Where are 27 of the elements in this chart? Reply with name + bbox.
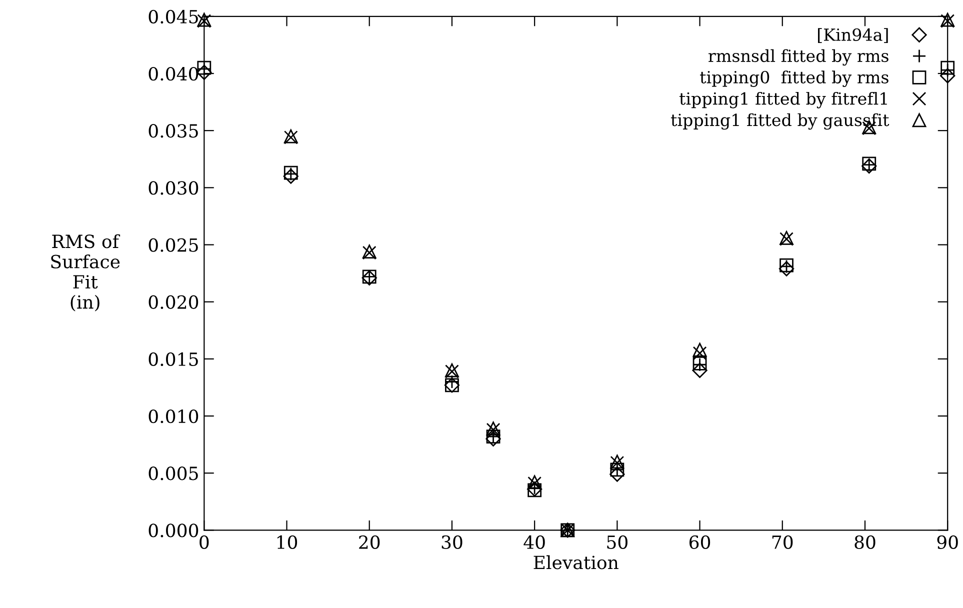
y-tick-label: 0.030 [148, 181, 198, 195]
x-tick-label: 20 [359, 535, 380, 550]
x-tick-label: 40 [524, 535, 545, 550]
x-tick-label: 10 [277, 535, 298, 550]
x-tick-label: 60 [690, 535, 710, 550]
y-tick-label: 0.005 [148, 466, 198, 480]
y-tick-label: 0.015 [148, 352, 198, 366]
legend-label: tipping1 fitted by gaussfit [670, 113, 890, 130]
legend-label: tipping0 fitted by rms [700, 70, 888, 87]
x-tick-label: 50 [607, 535, 628, 550]
x-tick-label: 0 [200, 535, 209, 550]
y-tick-label: 0.045 [148, 10, 198, 24]
x-axis-title: Elevation [534, 555, 618, 570]
y-axis-title: RMS of Surface Fit (in) [51, 234, 120, 312]
y-tick-label: 0.035 [148, 124, 198, 138]
y-tick-label: 0.020 [148, 295, 198, 309]
legend-label: rmsnsdl fitted by rms [708, 49, 888, 66]
x-tick-label: 90 [937, 535, 958, 550]
legend-label: [Kin94a] [818, 28, 888, 43]
legend-label: tipping1 fitted by fitrefl1 [679, 92, 887, 108]
x-tick-label: 80 [854, 535, 876, 550]
y-tick-label: 0.040 [148, 66, 198, 81]
x-tick-label: 30 [442, 535, 462, 550]
x-tick-label: 70 [772, 535, 793, 550]
y-tick-label: 0.000 [148, 524, 198, 538]
y-tick-label: 0.010 [148, 409, 198, 424]
y-tick-label: 0.025 [148, 238, 198, 252]
